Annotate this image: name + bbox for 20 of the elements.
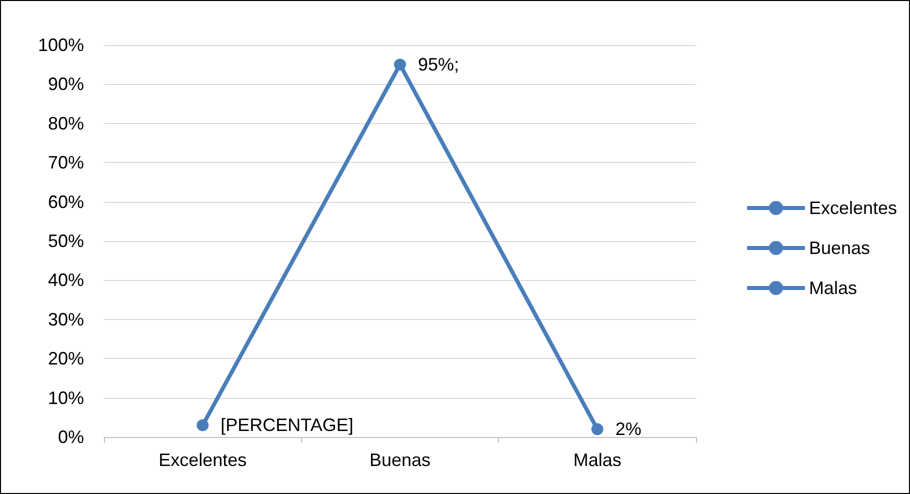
y-tick-label: 30% xyxy=(48,309,84,330)
y-tick-label: 10% xyxy=(48,388,84,408)
data-label: 95%; xyxy=(418,54,460,75)
y-tick-label: 50% xyxy=(48,231,84,251)
x-tick-label: Malas xyxy=(573,450,622,470)
y-tick-label: 0% xyxy=(58,427,84,447)
x-tick-label: Excelentes xyxy=(158,450,247,470)
data-label: 2% xyxy=(615,419,642,440)
category-label: Excelentes xyxy=(808,198,897,218)
y-tick-label: 90% xyxy=(48,74,84,94)
y-tick-label: 60% xyxy=(48,192,84,212)
y-tick-label: 70% xyxy=(48,152,84,173)
x-tick-label: Buenas xyxy=(369,450,431,470)
y-tick-label: 100% xyxy=(38,35,84,55)
y-tick-label: 20% xyxy=(48,348,84,369)
category-label: Buenas xyxy=(808,238,870,258)
category-label: Malas xyxy=(808,278,857,298)
y-tick-label: 40% xyxy=(48,270,84,290)
y-tick-label: 80% xyxy=(48,113,84,134)
data-label: [PERCENTAGE] xyxy=(220,415,354,436)
